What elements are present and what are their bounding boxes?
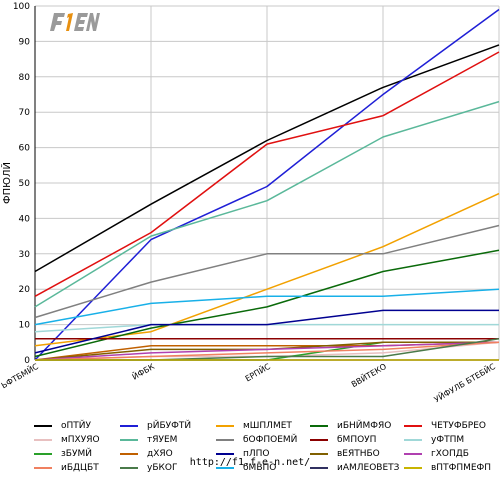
y-tick-label: 0 (24, 356, 30, 366)
series-line-2 (34, 192, 500, 347)
legend-item: оПТЙУ (34, 419, 91, 433)
y-tick-label: 30 (19, 250, 31, 260)
x-tick-label: ЙФБК (130, 360, 157, 382)
legend-swatch (404, 425, 422, 427)
series-line-1 (34, 8, 500, 361)
x-tick-label: УЙФУЛБ БТЕБЙС (432, 360, 498, 404)
legend-label: пЛПО (243, 449, 270, 459)
x-tick-label: ЬФТБМЙС (0, 360, 40, 390)
legend-item: иБДЦБТ (34, 461, 99, 475)
y-tick-label: 60 (19, 144, 31, 154)
y-tick-label: 50 (19, 179, 31, 189)
legend-item: мПХУЯО (34, 433, 100, 447)
legend-item: уБКОГ (120, 461, 177, 475)
legend-label: ЧЕТУФБРЕО (431, 421, 486, 431)
legend-label: уФТПМ (431, 435, 465, 445)
legend-swatch (404, 439, 422, 441)
legend-label: рЙБУФТЙ (147, 421, 192, 431)
legend-item: вПТФПМЕФП (404, 461, 491, 475)
y-tick-label: 20 (19, 285, 31, 295)
legend-swatch (404, 453, 422, 455)
legend-swatch (120, 439, 138, 441)
series-line-6 (34, 100, 500, 308)
series-line-3 (34, 249, 500, 358)
legend-item: мШПЛМЕТ (216, 419, 292, 433)
legend-swatch (120, 467, 138, 469)
legend-swatch (120, 453, 138, 455)
y-tick-label: 100 (13, 2, 30, 12)
y-tick-label: 80 (19, 73, 31, 83)
legend-label: вПТФПМЕФП (431, 463, 492, 473)
legend-item: иАМЛЕОВЕТЗ (310, 461, 399, 475)
legend-label: тЯУЕМ (147, 435, 178, 445)
legend-item: бМПОУП (310, 433, 376, 447)
y-tick-label: 10 (19, 321, 31, 331)
legend-swatch (310, 453, 328, 455)
legend-swatch (216, 439, 234, 441)
series-line-14 (34, 341, 500, 361)
legend-label: уБКОГ (147, 463, 178, 473)
legend-label: бМПОУП (337, 435, 377, 445)
legend-swatch (216, 453, 234, 455)
legend-label: иБНЙМФЯО (337, 421, 392, 431)
legend-swatch (310, 467, 328, 469)
footer-url[interactable]: http://f1.f-e-n.net/ (189, 457, 311, 468)
y-tick-label: 90 (19, 37, 31, 47)
legend-item: бОФПОЕМЙ (216, 433, 297, 447)
x-tick-label: ЕРПЙС (243, 360, 273, 383)
legend-swatch (120, 425, 138, 427)
legend-label: иАМЛЕОВЕТЗ (337, 463, 400, 473)
legend-item: тЯУЕМ (120, 433, 177, 447)
series-line-0 (34, 44, 500, 273)
legend-label: дХЯО (147, 449, 173, 459)
series-line-4 (34, 51, 500, 297)
grid (35, 5, 500, 361)
legend-swatch (34, 467, 52, 469)
legend-label: гХОПДБ (431, 449, 469, 459)
legend-item: пЛПО (216, 447, 270, 461)
legend-swatch (310, 439, 328, 441)
series-line-15 (34, 341, 500, 361)
legend-swatch (216, 425, 234, 427)
legend-item: гХОПДБ (404, 447, 469, 461)
legend-swatch (404, 467, 422, 469)
legend-item: иБНЙМФЯО (310, 419, 391, 433)
series-line-7 (34, 224, 500, 319)
f1en-logo (48, 10, 100, 34)
legend-swatch (34, 425, 52, 427)
legend-item: зБУМЙ (34, 447, 92, 461)
legend-label: мПХУЯО (61, 435, 100, 445)
legend-label: иБДЦБТ (61, 463, 99, 473)
legend-swatch (216, 467, 234, 469)
series-line-12 (34, 309, 499, 354)
legend-item: дХЯО (120, 447, 173, 461)
legend-item: вЕЯТНБО (310, 447, 380, 461)
legend-swatch (34, 453, 52, 455)
legend-label: бОФПОЕМЙ (243, 435, 298, 445)
series-line-17 (34, 288, 500, 326)
x-tick-label: ВВЙТЕКО (349, 360, 388, 389)
y-tick-label: 70 (19, 108, 31, 118)
legend-label: зБУМЙ (61, 449, 92, 459)
legend-label: оПТЙУ (61, 421, 91, 431)
series-lines (34, 8, 500, 361)
legend-label: вЕЯТНБО (337, 449, 380, 459)
legend-item: рЙБУФТЙ (120, 419, 191, 433)
y-axis-label: ФПЮЛЙ (0, 162, 13, 204)
legend-item: ЧЕТУФБРЕО (404, 419, 486, 433)
legend-item: уФТПМ (404, 433, 464, 447)
legend-item: бМВПО (216, 461, 276, 475)
y-tick-label: 40 (19, 214, 31, 224)
legend-label: бМВПО (243, 463, 277, 473)
legend-swatch (310, 425, 328, 427)
legend-label: мШПЛМЕТ (243, 421, 292, 431)
legend-swatch (34, 439, 52, 441)
